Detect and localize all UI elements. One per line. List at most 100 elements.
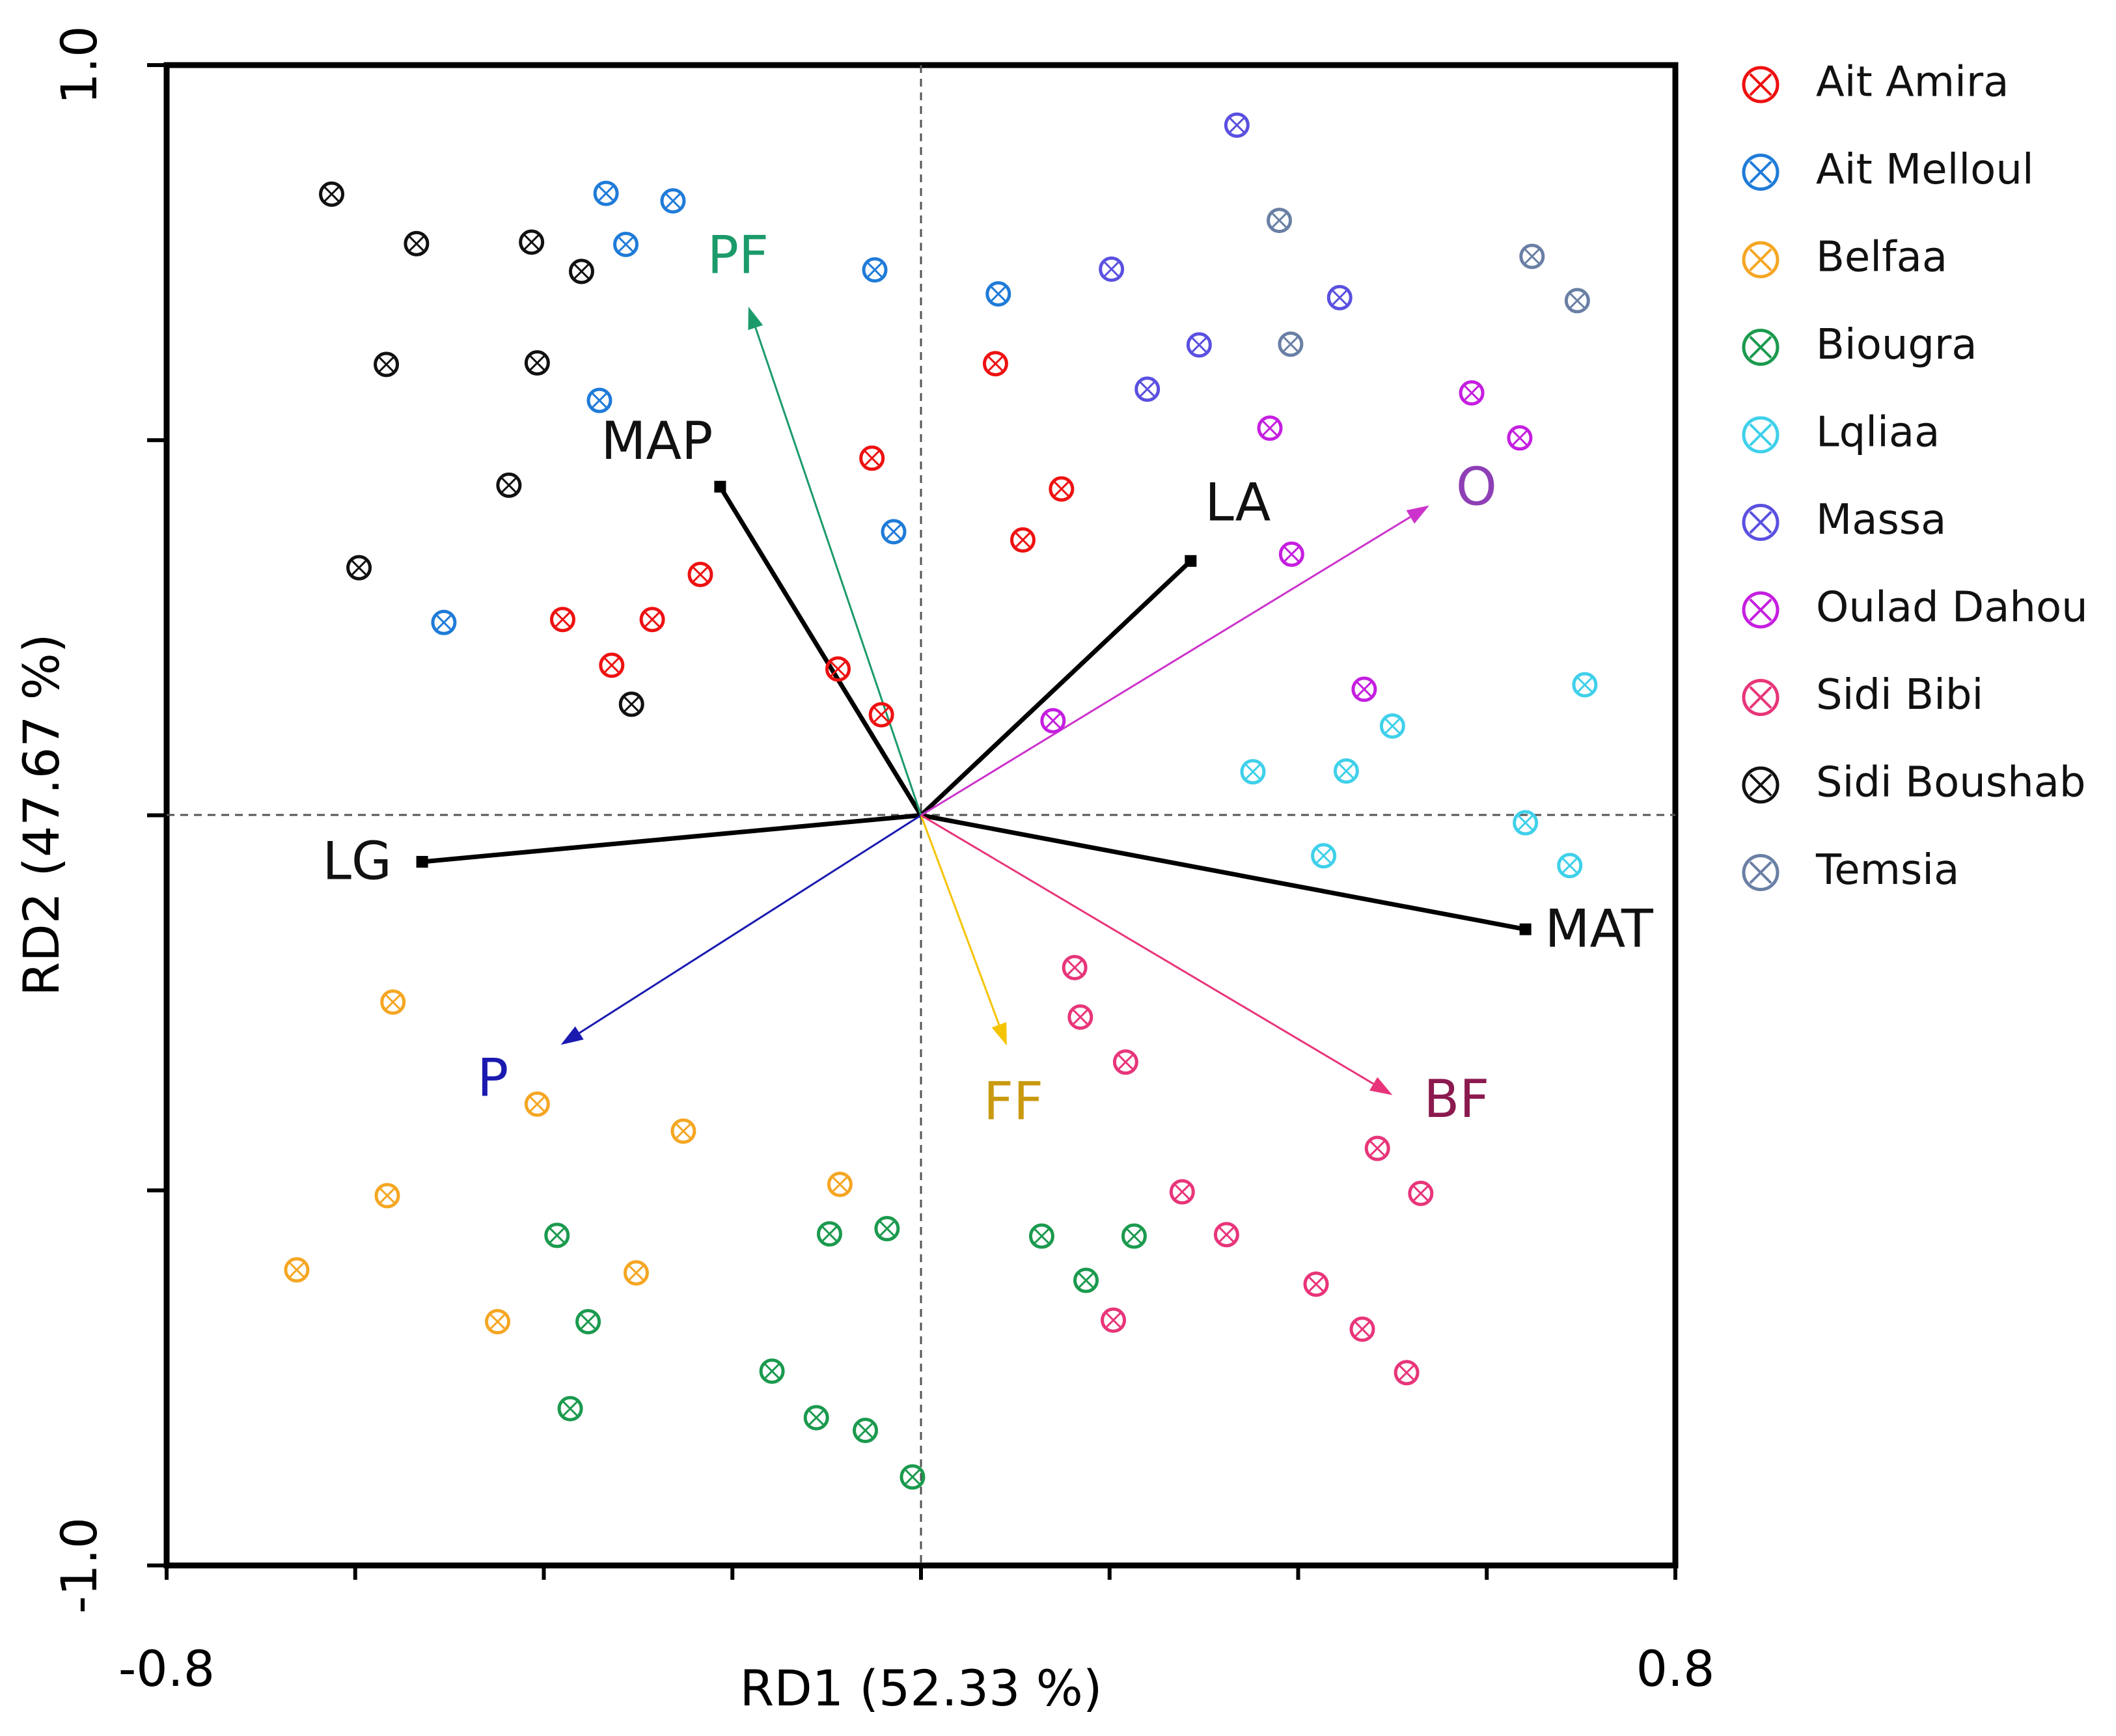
vector-arrowhead-pf — [748, 307, 763, 331]
legend-item-temsia: Temsia — [1742, 846, 1959, 894]
legend-label: Oulad Dahou — [1816, 584, 2088, 632]
vector-p — [579, 814, 922, 1034]
point-massa — [1099, 256, 1125, 282]
point-sidi-bibi — [1364, 1135, 1390, 1161]
y-tick-label-max: 1.0 — [50, 26, 108, 105]
point-lqliaa — [1557, 853, 1583, 879]
point-sidi-bibi — [1303, 1271, 1329, 1297]
point-ait-melloul — [881, 519, 907, 545]
x-tick-label-min: -0.8 — [118, 1640, 215, 1698]
legend-marker — [1742, 154, 1779, 191]
point-sidi-boushab — [568, 258, 594, 284]
point-biougra — [557, 1396, 583, 1422]
y-axis-title: RD2 (47.67 %) — [12, 633, 70, 996]
point-sidi-boushab — [496, 472, 522, 498]
vector-mat — [920, 813, 1526, 932]
y-axis-ticks — [147, 63, 167, 1567]
legend-marker — [1742, 504, 1779, 541]
vector-label-lg: LG — [322, 831, 392, 892]
legend-item-oulad-dahou: Oulad Dahou — [1742, 584, 2088, 632]
point-belfaa — [670, 1118, 696, 1144]
legend-label: Belfaa — [1816, 234, 1947, 282]
legend-label: Biougra — [1816, 321, 1977, 369]
legend-label: Massa — [1816, 496, 1946, 544]
y-tick-label-min: -1.0 — [50, 1517, 108, 1614]
legend-marker — [1742, 766, 1779, 804]
vector-label-p: P — [477, 1048, 508, 1109]
point-sidi-bibi — [1169, 1179, 1195, 1205]
point-ait-amira — [687, 562, 713, 588]
vector-arrowhead-ff — [991, 1022, 1007, 1046]
vector-label-bf: BF — [1423, 1069, 1489, 1129]
point-temsia — [1267, 208, 1293, 234]
legend-item-belfaa: Belfaa — [1742, 234, 1947, 282]
vector-pf — [754, 327, 922, 816]
point-ait-melloul — [593, 180, 619, 206]
point-sidi-bibi — [1062, 954, 1088, 980]
point-oulad-dahou — [1040, 708, 1066, 734]
vector-la — [919, 559, 1192, 818]
point-ait-melloul — [660, 188, 686, 214]
x-axis-title: RD1 (52.33 %) — [739, 1659, 1102, 1717]
vector-ff — [920, 814, 1000, 1025]
vector-label-ff: FF — [983, 1071, 1043, 1131]
legend-label: Sidi Boushab — [1816, 759, 2086, 807]
point-biougra — [874, 1216, 900, 1242]
point-lqliaa — [1513, 810, 1539, 836]
point-ait-melloul — [985, 281, 1011, 307]
point-biougra — [1073, 1267, 1099, 1293]
vector-end-map — [714, 480, 726, 493]
point-sidi-bibi — [1349, 1316, 1375, 1342]
point-ait-melloul — [862, 257, 888, 283]
vector-label-la: LA — [1205, 473, 1271, 533]
point-ait-amira — [868, 702, 894, 728]
point-ait-amira — [599, 652, 625, 678]
legend-label: Temsia — [1815, 846, 1959, 894]
legend-item-sidi-bibi: Sidi Bibi — [1742, 671, 1983, 719]
point-massa — [1186, 332, 1212, 358]
x-tick-label-max: 0.8 — [1636, 1640, 1715, 1698]
point-sidi-boushab — [519, 229, 545, 255]
point-sidi-bibi — [1408, 1180, 1434, 1206]
vector-label-o: O — [1456, 456, 1497, 517]
point-sidi-boushab — [404, 230, 430, 256]
point-belfaa — [380, 989, 406, 1015]
point-ait-amira — [549, 607, 575, 633]
legend-item-massa: Massa — [1742, 496, 1946, 544]
point-temsia — [1564, 288, 1590, 314]
vector-label-mat: MAT — [1545, 898, 1654, 959]
point-ait-amira — [1049, 476, 1075, 502]
vector-arrowhead-bf — [1369, 1077, 1393, 1095]
legend-marker — [1742, 66, 1779, 103]
legend-marker — [1742, 591, 1779, 629]
legend-item-ait-melloul: Ait Melloul — [1742, 146, 2034, 194]
point-ait-amira — [825, 656, 851, 682]
point-massa — [1326, 284, 1353, 310]
legend-item-ait-amira: Ait Amira — [1742, 59, 2009, 107]
env-vectors — [416, 307, 1532, 1095]
point-sidi-boushab — [346, 555, 372, 581]
legend-label: Ait Amira — [1816, 59, 2009, 107]
point-ait-melloul — [586, 387, 612, 413]
point-temsia — [1278, 331, 1304, 357]
point-biougra — [1121, 1223, 1147, 1249]
legend-marker — [1742, 416, 1779, 454]
point-belfaa — [524, 1091, 550, 1117]
point-lqliaa — [1333, 758, 1359, 784]
x-axis-ticks — [165, 1565, 1677, 1580]
point-lqliaa — [1572, 672, 1598, 698]
point-sidi-boushab — [319, 181, 345, 207]
point-ait-amira — [1010, 527, 1036, 553]
vector-end-la — [1185, 555, 1197, 567]
point-oulad-dahou — [1257, 415, 1283, 441]
point-ait-melloul — [613, 231, 639, 257]
vector-labels: MAP LA LG MAT PF O P FF BF — [322, 225, 1654, 1131]
vector-end-lg — [416, 855, 428, 868]
point-massa — [1134, 376, 1161, 402]
point-lqliaa — [1240, 759, 1266, 785]
vector-map — [718, 485, 923, 817]
point-massa — [1224, 112, 1250, 138]
vector-lg — [422, 813, 922, 864]
legend-label: Lqliaa — [1816, 409, 1940, 457]
legend-marker — [1742, 854, 1779, 891]
